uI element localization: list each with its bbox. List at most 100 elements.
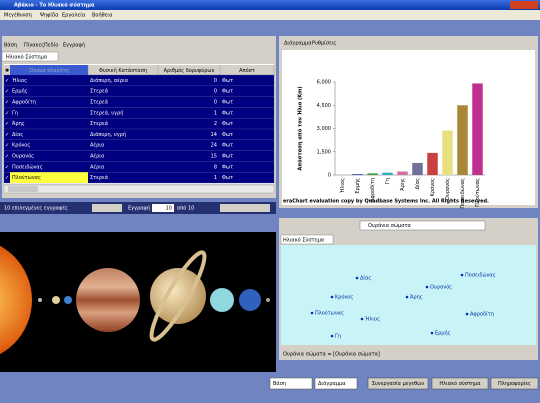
map-point-label[interactable]: Ερμής <box>435 330 451 337</box>
map-point-label[interactable]: Ποσειδώνας <box>465 272 496 279</box>
window-title: Αβάκιο - Το Ηλιακό σύστημα <box>14 2 95 9</box>
record-value: 10 <box>166 206 172 212</box>
column-header[interactable]: Απόστ <box>239 67 255 74</box>
map-point[interactable] <box>431 332 434 335</box>
table-cell: Πλούτωνας <box>12 174 41 181</box>
map-point-label[interactable]: Άρης <box>410 294 423 301</box>
map-point[interactable] <box>406 296 409 299</box>
map-point[interactable] <box>311 312 314 315</box>
jupiter-image <box>76 268 140 332</box>
record-label: Εγγραφή <box>128 205 150 212</box>
table-cell: Φωτ <box>222 164 233 170</box>
table-cell: 0 <box>214 78 217 84</box>
table-cell: Φωτ <box>222 175 233 181</box>
table-cell: Φωτ <box>222 132 233 138</box>
table-row[interactable] <box>4 75 274 86</box>
table-row[interactable] <box>4 129 274 140</box>
table-cell: Φωτ <box>222 89 233 95</box>
map-point[interactable] <box>426 286 429 289</box>
record-status: 10 επιλεγμένες εγγραφές <box>4 205 68 212</box>
row-check: ✓ <box>5 100 9 106</box>
table-row[interactable] <box>4 140 274 151</box>
map-point-label[interactable]: Δίας <box>360 275 371 282</box>
table-row[interactable] <box>4 97 274 108</box>
scroll-thumb[interactable] <box>8 186 38 192</box>
table-cell: Ουρανός <box>12 153 34 160</box>
row-check: ✓ <box>5 143 9 149</box>
map-area <box>281 245 536 345</box>
table-cell: Ήλιος <box>11 77 27 84</box>
row-check: ✓ <box>5 164 9 170</box>
table-cell: Διάπυρη, υγρή <box>90 131 126 138</box>
table-cell: Αέρια <box>90 142 105 149</box>
map-point-label[interactable]: Πλούτωνας <box>315 310 344 317</box>
panel-menu-item[interactable]: Πεδίο <box>44 42 58 49</box>
row-check: ✓ <box>5 121 9 127</box>
menu-item[interactable]: Εργαλεία <box>62 12 86 19</box>
table-cell: Φωτ <box>222 143 233 149</box>
column-header[interactable]: Αριθμός δορυφόρων <box>164 67 215 74</box>
column-header[interactable]: Φυσική Κατάσταση <box>99 67 147 74</box>
table-cell: Δίας <box>12 131 23 138</box>
table-row[interactable] <box>4 107 274 118</box>
panel-menu-item[interactable]: Εγγραφή <box>63 42 85 49</box>
table-cell: Αέρια <box>90 153 105 160</box>
x-tick-label: Άρης <box>399 178 406 191</box>
x-tick-label: Γη <box>385 178 391 184</box>
table-cell: Στερεά <box>90 120 109 127</box>
map-point-label[interactable]: Αφροδίτη <box>470 311 494 318</box>
bar <box>412 163 423 175</box>
row-check: ✓ <box>5 132 9 138</box>
tab-label: Ηλιακό Σύστημα <box>6 54 48 61</box>
x-tick-label: Ερμής <box>354 178 361 194</box>
nav-buttons[interactable] <box>92 204 122 212</box>
map-point-label[interactable]: Κρόνος <box>335 294 353 301</box>
table-cell: Φωτ <box>222 110 233 116</box>
table-cell: Γη <box>12 110 18 116</box>
y-tick-label: 1,500 <box>317 149 331 155</box>
map-point[interactable] <box>466 313 469 316</box>
table-row[interactable] <box>4 86 274 97</box>
watermark: eraChart evaluation copy by Quadbase Sys… <box>283 199 489 205</box>
map-point-label[interactable]: Γη <box>335 334 341 340</box>
panel-menu-item[interactable]: Διάγραμμα <box>284 40 312 47</box>
window-controls[interactable] <box>510 1 538 9</box>
mercury-image <box>38 298 42 302</box>
map-point[interactable] <box>356 277 359 280</box>
bar <box>382 173 393 175</box>
app-window: Αβάκιο - Το Ηλιακό σύστημα Μεγέθυνση Ψηφί… <box>0 0 540 403</box>
menu-item[interactable]: Μεγέθυνση <box>4 12 32 19</box>
menu-item[interactable]: Ψηφίδα <box>40 12 59 19</box>
table-row[interactable] <box>4 118 274 129</box>
nav-buttons-end[interactable] <box>220 204 270 212</box>
map-point-label[interactable]: Ήλιος <box>364 316 380 323</box>
panel-menu-item[interactable]: Ρυθμίσεις <box>312 40 336 47</box>
table-row[interactable] <box>4 161 274 172</box>
map-point[interactable] <box>461 274 464 277</box>
venus-image <box>52 296 60 304</box>
y-axis-label: Απόσταση από τον Ήλιο (Km) <box>297 86 304 170</box>
footer-button-text: Ηλιακό σύστημα <box>439 380 481 387</box>
map-point[interactable] <box>331 296 334 299</box>
table-row[interactable] <box>4 151 274 162</box>
table-cell: Φωτ <box>222 154 233 160</box>
map-point[interactable] <box>331 335 334 338</box>
table-cell: 8 <box>214 164 217 170</box>
neptune-image <box>239 289 261 311</box>
bar <box>457 105 468 175</box>
table-cell: 15 <box>211 154 217 160</box>
table-cell: Φωτ <box>222 100 233 106</box>
footer-button-text: Πληροφορίες <box>498 380 531 387</box>
map-point-label[interactable]: Ουρανός <box>430 284 452 291</box>
map-point[interactable] <box>361 318 364 321</box>
bar <box>397 171 408 175</box>
table-cell: 0 <box>214 89 217 95</box>
panel-menu-item[interactable]: Βάση <box>4 42 17 49</box>
x-tick-label: Κρόνος <box>429 178 436 196</box>
footer-select-text: Βάση <box>273 380 286 387</box>
h-scrollbar[interactable] <box>4 185 274 193</box>
menu-item[interactable]: Βοήθεια <box>92 12 113 19</box>
column-header[interactable]: Όνομα πλανήτη <box>28 67 68 74</box>
panel-menu-item[interactable]: Πίνακες <box>24 42 44 49</box>
table-cell: Κρόνος <box>12 142 30 149</box>
